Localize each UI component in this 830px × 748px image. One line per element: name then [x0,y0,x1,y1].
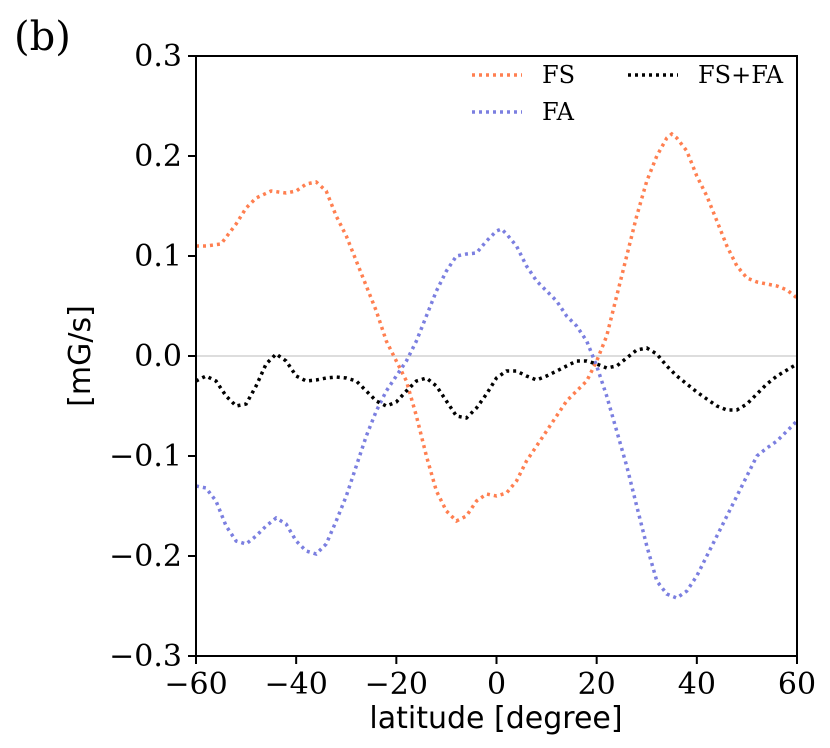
y-tick-label: 0.3 [134,39,182,74]
y-tick-label: 0.0 [134,339,182,374]
y-axis-label: [mG/s] [63,305,98,407]
y-axis-ticks: −0.3 −0.2 −0.1 0.0 0.1 0.2 0.3 [109,39,196,674]
x-tick-label: 20 [578,667,616,702]
legend-label: FS [542,61,575,89]
y-tick-label: −0.3 [109,639,182,674]
x-tick-label: −40 [265,667,328,702]
series-layer [195,131,799,600]
x-tick-label: −60 [164,667,227,702]
x-tick-label: 60 [778,667,816,702]
legend-label: FA [542,98,575,126]
series-line-fs-fa [195,346,798,420]
legend: FS FA FS+FA [472,61,784,126]
legend-label: FS+FA [698,61,784,89]
y-tick-label: 0.1 [134,239,182,274]
series-line-fa [195,226,799,600]
y-tick-label: −0.1 [109,439,182,474]
x-axis-label: latitude [degree] [369,701,622,736]
y-tick-label: −0.2 [109,539,182,574]
x-tick-label: −20 [365,667,428,702]
panel-label: (b) [14,14,71,60]
x-tick-label: 40 [678,667,716,702]
y-tick-label: 0.2 [134,139,182,174]
series-line-fs [196,131,799,524]
x-axis-ticks: −60 −40 −20 0 20 40 60 [164,656,816,702]
x-tick-label: 0 [487,667,506,702]
